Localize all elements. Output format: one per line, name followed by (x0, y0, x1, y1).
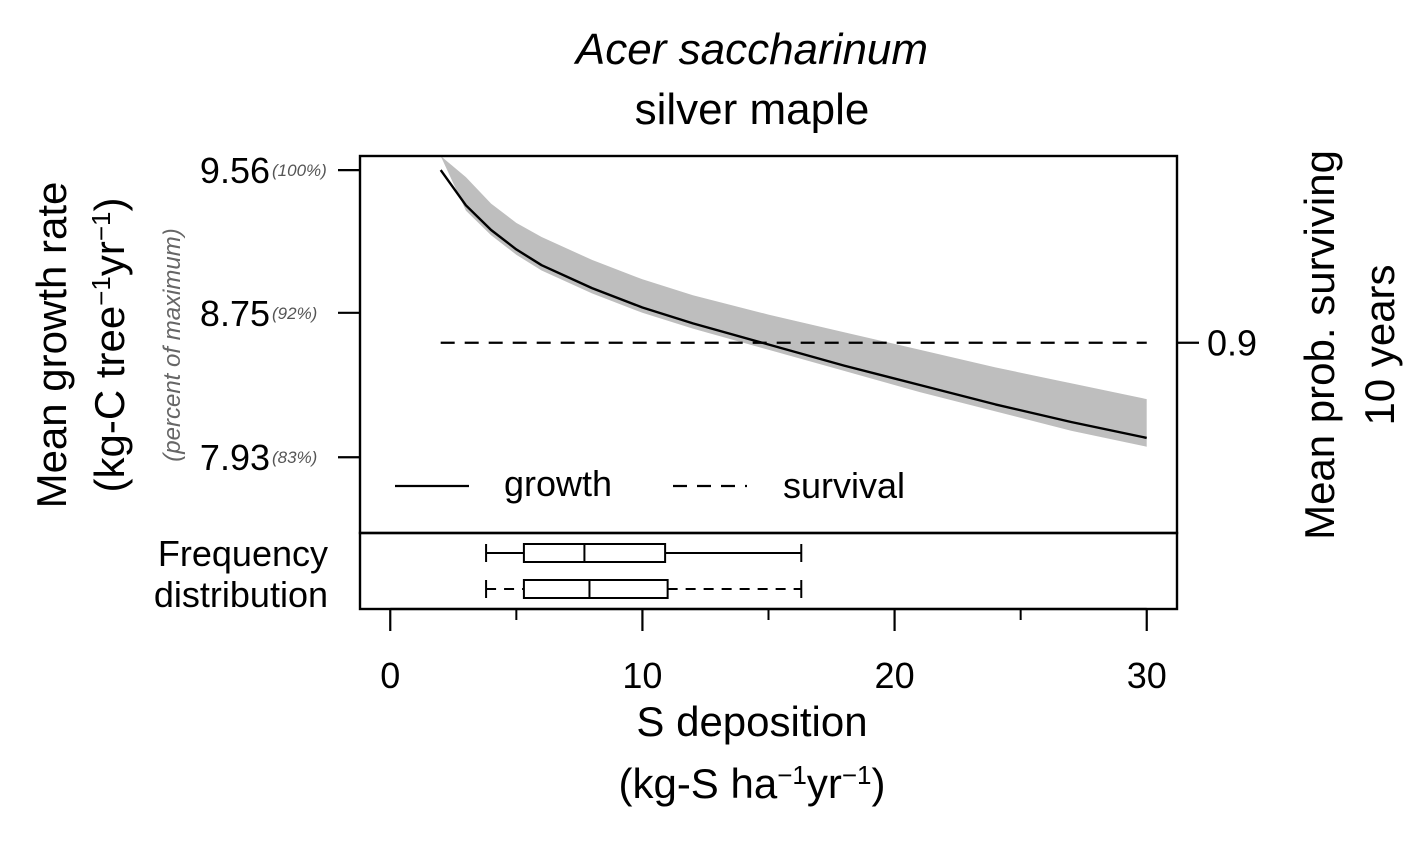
x-axis-label-unit-b: yr (807, 760, 842, 807)
legend-label-growth: growth (504, 463, 612, 504)
boxplot-box (522, 543, 667, 563)
y-tick-label: 9.56 (200, 150, 270, 191)
chart-marks: 9.56 (100%) 8.75 (92%) 7.93 (83%) 0.9 0 10 20 30 (200, 150, 1257, 696)
chart-subtitle: silver maple (635, 85, 870, 134)
y-tick-percent-label: (100%) (272, 161, 327, 180)
y-axis-label-unit-a: (kg-C tree (86, 306, 133, 493)
frequency-label-line1: Frequency (158, 533, 328, 574)
y-axis-label-exp-a: −1 (86, 276, 116, 306)
y-tick-label: 7.93 (200, 437, 270, 478)
y-axis-label-line2: (kg-C tree−1yr−1) (86, 197, 133, 492)
frequency-panel-frame (358, 531, 1179, 611)
y-tick-label: 8.75 (200, 293, 270, 334)
y-axis-label-unit-b: yr (86, 241, 133, 276)
boxplot-box (522, 579, 669, 599)
frequency-label-line2: distribution (154, 574, 328, 615)
y-axis-label-exp-b: −1 (86, 211, 116, 241)
y-axis-label-line1: Mean growth rate (28, 182, 75, 509)
y2-axis-label-line1: Mean prob. surviving (1296, 150, 1343, 540)
x-axis-label-close: ) (872, 760, 886, 807)
x-tick-label: 10 (622, 655, 662, 696)
x-axis-label-exp-b: −1 (842, 760, 872, 790)
x-axis-label-line2: (kg-S ha−1yr−1) (618, 760, 885, 807)
x-tick-label: 30 (1127, 655, 1167, 696)
x-axis-label-exp-a: −1 (777, 760, 807, 790)
y-tick-percent-label: (83%) (272, 448, 317, 467)
y2-tick-label: 0.9 (1207, 323, 1257, 364)
legend-label-survival: survival (783, 465, 905, 506)
y-tick-percent-label: (92%) (272, 304, 317, 323)
growth-confidence-band (440, 156, 1147, 447)
x-axis-label-unit-a: (kg-S ha (618, 760, 777, 807)
growth-series-line (439, 169, 1147, 440)
y-axis-label-close: ) (86, 197, 133, 211)
percent-of-maximum-label: (percent of maximum) (159, 228, 186, 461)
y2-axis-label-line2: 10 years (1356, 264, 1403, 425)
x-tick-label: 20 (875, 655, 915, 696)
x-axis-label-line1: S deposition (636, 698, 867, 745)
x-tick-label: 0 (380, 655, 400, 696)
chart-title: Acer saccharinum (573, 25, 928, 74)
